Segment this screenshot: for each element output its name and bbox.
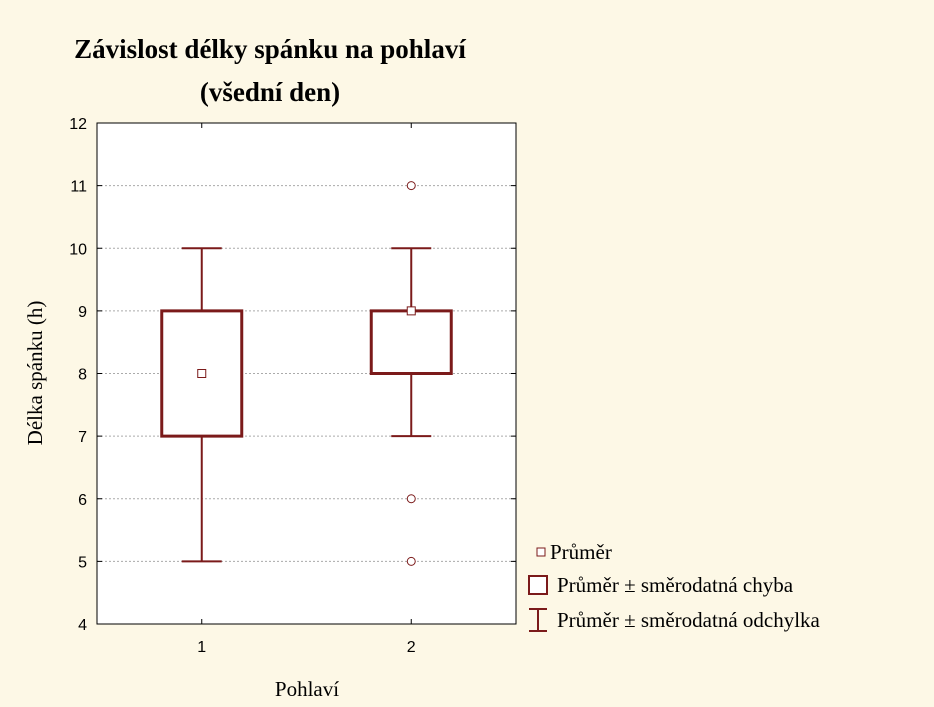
chart-subtitle: (všední den) <box>200 77 340 107</box>
y-tick-label: 8 <box>78 367 87 384</box>
mean-marker <box>197 369 207 378</box>
y-tick-label: 4 <box>78 617 87 634</box>
box <box>369 309 453 375</box>
outlier <box>406 494 416 504</box>
y-tick-label: 10 <box>69 241 87 258</box>
x-tick-label: 1 <box>197 639 206 656</box>
y-tick-label: 9 <box>78 304 87 321</box>
outlier <box>406 181 416 191</box>
legend-box-icon <box>528 575 548 595</box>
y-axis-label: Délka spánku (h) <box>23 301 47 446</box>
x-axis-label: Pohlaví <box>275 677 339 701</box>
legend-mean-icon <box>536 547 546 557</box>
y-tick-label: 6 <box>78 492 87 509</box>
x-tick-label: 2 <box>407 639 416 656</box>
mean-marker <box>406 306 416 316</box>
y-tick-label: 5 <box>78 554 87 571</box>
legend-label: Průměr ± směrodatná odchylka <box>557 608 821 632</box>
legend-label: Průměr <box>550 540 612 564</box>
y-tick-label: 7 <box>78 429 87 446</box>
outlier <box>406 556 416 566</box>
y-tick-label: 11 <box>70 179 87 196</box>
legend-label: Průměr ± směrodatná chyba <box>557 573 794 597</box>
chart-title: Závislost délky spánku na pohlaví <box>74 34 466 64</box>
plot-frame <box>96 122 517 625</box>
y-tick-label: 12 <box>69 116 87 133</box>
